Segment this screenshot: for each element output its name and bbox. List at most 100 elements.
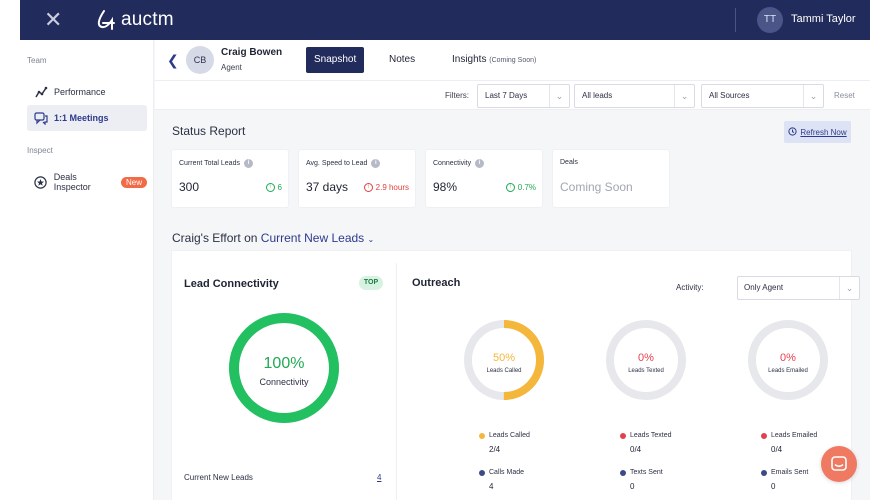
top-bar: ✕ auctm TT Tammi Taylor: [20, 0, 870, 40]
user-name[interactable]: Tammi Taylor: [791, 13, 856, 25]
leads-select[interactable]: All leads ⌄: [574, 84, 695, 108]
stat-label: Current Total Leads: [179, 160, 240, 167]
chat-launcher-button[interactable]: [821, 446, 857, 482]
stat-delta-value: 0.7%: [517, 183, 536, 192]
agent-name: Craig Bowen: [221, 47, 283, 58]
legend-value: 0/4: [630, 445, 642, 454]
legend-label: Emails Sent: [771, 469, 809, 476]
chat-bubbles-icon: [34, 111, 48, 125]
stat-value: 37 days: [306, 180, 349, 194]
legend-item: Leads Called: [479, 432, 530, 439]
status-report-title: Status Report: [172, 124, 246, 138]
activity-select[interactable]: Only Agent ⌄: [737, 276, 860, 300]
legend-value: 0/4: [771, 445, 783, 454]
sidebar-item-meetings[interactable]: 1:1 Meetings: [27, 105, 147, 131]
leads-texted-ring: [606, 320, 686, 400]
app-window: ✕ auctm TT Tammi Taylor Team Performance…: [20, 0, 870, 500]
tab-insights-label: Insights: [452, 54, 487, 65]
stat-delta: ↑ 2.9 hours: [363, 183, 409, 192]
stat-delta-value: 6: [277, 183, 282, 192]
ring-label: Leads Emailed: [768, 368, 808, 374]
effort-scope-dropdown[interactable]: Current New Leads: [260, 231, 365, 245]
stat-label: Connectivity: [433, 160, 472, 167]
legend-value: 0: [630, 482, 635, 491]
trend-chart-icon: [34, 85, 48, 99]
legend-dot: [620, 432, 626, 439]
legend-label: Texts Sent: [630, 469, 663, 476]
effort-prefix: Craig's Effort on: [172, 231, 258, 245]
top-badge: TOP: [359, 276, 383, 290]
agent-avatar: CB: [186, 46, 214, 74]
info-icon[interactable]: i: [371, 159, 381, 168]
brand-name: auctm: [121, 9, 174, 30]
info-icon[interactable]: i: [243, 159, 253, 168]
legend-dot: [479, 469, 485, 476]
outreach-title: Outreach: [412, 277, 461, 289]
new-badge: New: [120, 176, 147, 188]
user-avatar[interactable]: TT: [757, 7, 783, 33]
legend-item: Leads Emailed: [761, 432, 817, 439]
panel-divider: [396, 263, 397, 500]
brand-logo[interactable]: auctm: [95, 6, 174, 34]
sidebar-item-label: Performance: [54, 87, 106, 97]
chevron-down-icon[interactable]: ⌄: [367, 235, 375, 244]
legend-label: Leads Called: [489, 432, 530, 439]
star-badge-icon: [34, 175, 48, 189]
stat-value: 300: [179, 180, 200, 194]
legend-dot: [761, 469, 767, 476]
effort-title: Craig's Effort on Current New Leads ⌄: [172, 231, 374, 245]
sidebar-item-performance[interactable]: Performance: [27, 79, 147, 105]
refresh-now-label: Refresh Now: [800, 127, 847, 137]
effort-panel: Lead Connectivity TOP 100% Connectivity …: [172, 251, 860, 500]
refresh-now-button[interactable]: Refresh Now: [784, 121, 851, 143]
stat-value: 98%: [433, 180, 458, 194]
legend-label: Leads Texted: [630, 432, 672, 439]
tab-insights[interactable]: Insights (Coming Soon): [444, 47, 544, 73]
stat-card-total-leads: Current Total Leads i 300 ↑ 6: [172, 150, 288, 207]
stat-card-deals: Deals Coming Soon: [553, 150, 669, 207]
leads-emailed-ring: [748, 320, 828, 400]
filter-row: Filters: Last 7 Days ⌄ All leads ⌄ All S…: [155, 80, 870, 110]
legend-value: 4: [489, 482, 494, 491]
reset-button[interactable]: Reset: [834, 91, 855, 100]
ring-percent: 50%: [492, 352, 516, 364]
tab-snapshot[interactable]: Snapshot: [306, 47, 365, 73]
chevron-down-icon: ⌄: [549, 85, 569, 107]
legend-dot: [479, 432, 485, 439]
info-icon[interactable]: i: [475, 159, 485, 168]
legend-value: 0: [771, 482, 776, 491]
leads-called-ring: [464, 320, 544, 400]
current-new-leads-value[interactable]: 4: [377, 473, 382, 482]
sources-value: All Sources: [709, 91, 750, 100]
connectivity-label: Connectivity: [259, 377, 309, 387]
back-chevron-icon[interactable]: ❮: [167, 52, 179, 68]
ring-progress-arc: [464, 320, 544, 400]
stat-label: Deals: [560, 159, 578, 166]
agent-header: ❮ CB Craig Bowen Agent Snapshot Notes In…: [155, 40, 870, 80]
ring-label: Leads Called: [486, 368, 522, 374]
sidebar-item-label: 1:1 Meetings: [54, 113, 109, 123]
sidebar-item-label: Deals Inspector: [53, 172, 91, 192]
sidebar: Team Performance 1:1 Meetings Inspect De…: [20, 40, 154, 500]
activity-value: Only Agent: [744, 283, 784, 292]
date-range-value: Last 7 Days: [485, 91, 528, 100]
arrow-up-icon: ↑: [265, 183, 275, 192]
filters-label: Filters:: [445, 91, 469, 100]
ring-percent: 0%: [780, 352, 796, 364]
chat-icon: [831, 456, 847, 471]
stat-card-connectivity: Connectivity i 98% ↑ 0.7%: [426, 150, 542, 207]
close-icon[interactable]: ✕: [44, 7, 63, 32]
arrow-up-icon: ↑: [505, 183, 515, 192]
sources-select[interactable]: All Sources ⌄: [701, 84, 824, 108]
ring-label: Leads Texted: [628, 368, 664, 374]
sidebar-item-deals-inspector[interactable]: Deals Inspector New: [27, 169, 147, 195]
sidebar-section-team: Team: [27, 56, 47, 65]
legend-item: Emails Sent: [761, 469, 808, 476]
date-range-select[interactable]: Last 7 Days ⌄: [477, 84, 570, 108]
connectivity-percent: 100%: [263, 355, 305, 372]
sidebar-section-inspect: Inspect: [27, 146, 53, 155]
tab-notes[interactable]: Notes: [389, 54, 416, 65]
legend-item: Texts Sent: [620, 469, 663, 476]
stat-value: Coming Soon: [560, 180, 633, 194]
arrow-up-icon: ↑: [363, 183, 373, 192]
